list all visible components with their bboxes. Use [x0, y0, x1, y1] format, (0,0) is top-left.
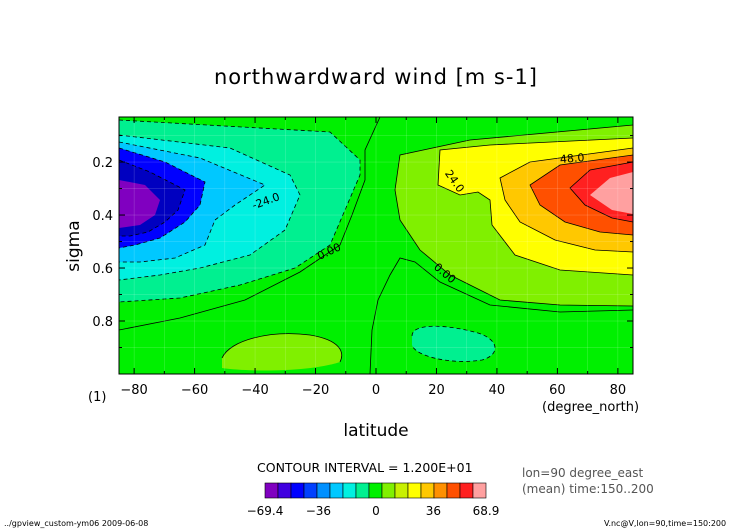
colorbar-swatch: [342, 482, 357, 499]
contour-line-pos-12: [394, 124, 633, 307]
x-tick-label: 40: [489, 383, 506, 398]
colorbar-swatch: [303, 482, 318, 499]
colorbar-swatch: [446, 482, 461, 499]
colorbar-swatch: [381, 482, 396, 499]
x-tick-label: 0: [372, 383, 380, 398]
contour-fill-pos-max: [590, 172, 633, 214]
x-tick-label: −60: [181, 383, 208, 398]
colorbar: [264, 482, 487, 499]
contour-line-pos-60: [569, 161, 633, 223]
colorbar-swatch: [316, 482, 331, 499]
x-tick-label: −80: [120, 383, 147, 398]
contour-fill-neg-min: [119, 180, 160, 228]
contour-line-neg-36: [119, 141, 266, 263]
contour-line-north-low: [411, 325, 496, 362]
colorbar-swatch: [420, 482, 435, 499]
contour-line-zero-south: [119, 117, 381, 331]
y-tick-label: 0.2: [92, 156, 113, 171]
x-axis-label: latitude: [343, 421, 408, 441]
x-axis: −80 −60 −40 −20 0 20 40 60 80: [120, 117, 626, 398]
colorbar-swatch: [290, 482, 305, 499]
colorbar-swatch: [329, 482, 344, 499]
contour-line-neg-12: [119, 119, 361, 303]
x-unit-label: (degree_north): [542, 400, 639, 415]
contour-lines: [119, 117, 633, 374]
colorbar-swatch: [472, 482, 487, 499]
y-tick-label: 0.6: [92, 262, 113, 277]
contour-line-neg-24: [119, 134, 301, 281]
colorbar-tick-label: −69.4: [247, 504, 284, 518]
contour-fill-north-low-neg: [412, 326, 496, 362]
contour-line-zero-north: [369, 257, 633, 374]
y-unit-label: (1): [88, 390, 106, 405]
colorbar-swatch: [433, 482, 448, 499]
colorbar-tick-label: 68.9: [473, 504, 500, 518]
info-line-2: (mean) time:150..200: [522, 482, 654, 496]
info-line-1: lon=90 degree_east: [522, 466, 643, 480]
colorbar-swatch: [459, 482, 474, 499]
x-tick-label: 60: [549, 383, 566, 398]
contour-fill-south-low-pos: [222, 333, 342, 371]
x-tick-label: −40: [241, 383, 268, 398]
contour-line-pos-24: [437, 137, 633, 276]
colorbar-tick-label: −36: [306, 504, 331, 518]
contour-line-neg-48: [119, 147, 206, 249]
contour-interval-text: CONTOUR INTERVAL = 1.200E+01: [257, 460, 473, 475]
contour-line-south-low: [221, 333, 343, 363]
footer-right: V.nc@V,lon=90,time=150:200: [604, 519, 726, 528]
contour-label: 48.0: [559, 151, 585, 166]
gridlines: [119, 117, 633, 374]
colorbar-swatch: [264, 482, 279, 499]
contour-line-pos-48: [529, 154, 633, 236]
colorbar-tick-labels: −69.4 −36 0 36 68.9: [247, 504, 500, 518]
chart-title: northwardward wind [m s-1]: [214, 65, 538, 89]
colorbar-tick-label: 0: [372, 504, 380, 518]
x-tick-label: 20: [428, 383, 445, 398]
contour-line-pos-36: [499, 147, 633, 253]
x-tick-label: 80: [610, 383, 627, 398]
y-axis: 0.2 0.4 0.6 0.8: [92, 135, 633, 349]
x-tick-label: −20: [302, 383, 329, 398]
colorbar-tick-label: 36: [426, 504, 441, 518]
colorbar-swatch: [355, 482, 370, 499]
y-axis-label: sigma: [64, 220, 84, 271]
colorbar-swatch: [407, 482, 422, 499]
footer-left: ../gpview_custom-ym06 2009-06-08: [4, 519, 148, 528]
colorbar-swatch: [277, 482, 292, 499]
y-tick-label: 0.4: [92, 209, 113, 224]
colorbar-swatch: [394, 482, 409, 499]
y-tick-label: 0.8: [92, 315, 113, 330]
colorbar-swatch: [368, 482, 383, 499]
